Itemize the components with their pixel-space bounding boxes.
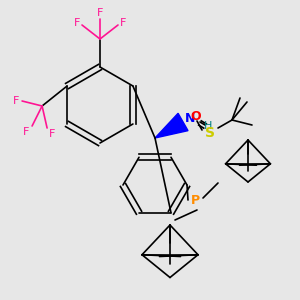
Text: O: O — [191, 110, 201, 122]
Text: F: F — [23, 127, 29, 137]
Text: P: P — [190, 194, 200, 206]
Text: S: S — [205, 126, 215, 140]
Text: F: F — [120, 18, 126, 28]
Text: H: H — [204, 121, 212, 131]
Text: F: F — [97, 8, 103, 18]
Text: F: F — [13, 96, 19, 106]
Polygon shape — [155, 113, 188, 138]
Text: F: F — [74, 18, 80, 28]
Text: F: F — [49, 129, 55, 139]
Text: N: N — [185, 112, 195, 124]
